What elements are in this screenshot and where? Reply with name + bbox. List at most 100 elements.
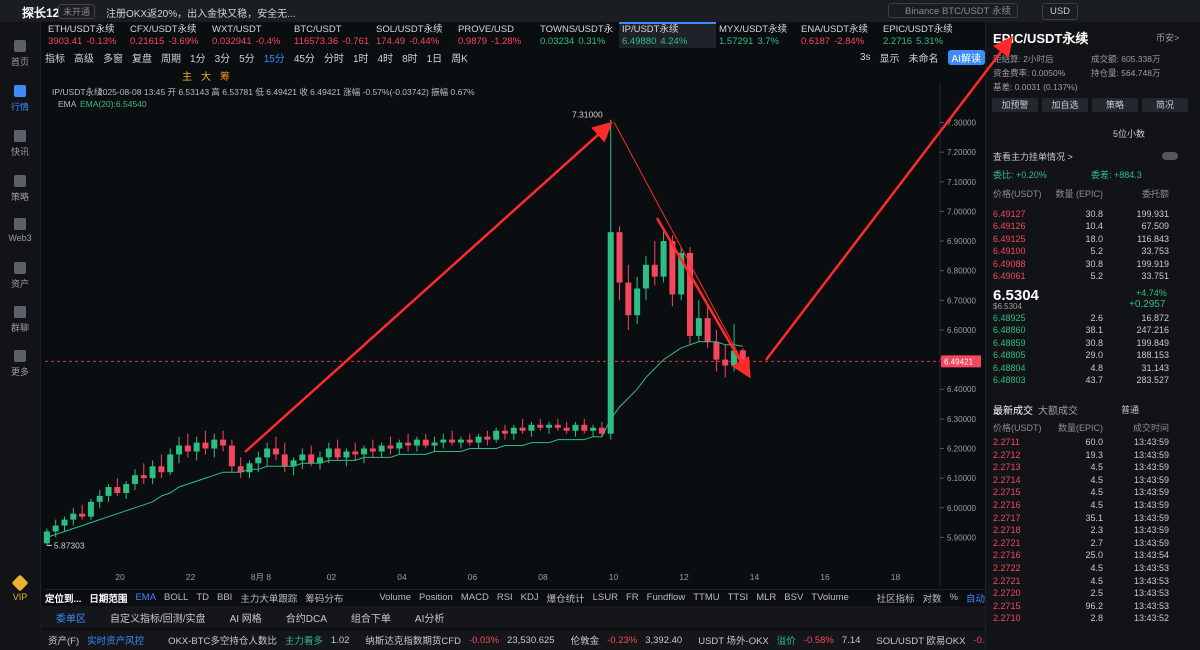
period-button[interactable]: 1时 [352,53,369,65]
sidebar-item[interactable]: 群聊 [0,306,40,334]
panel-button[interactable]: 加自选 [1042,98,1088,112]
trade-tab[interactable]: 最新成交 [993,406,1033,417]
toolbar-button[interactable]: 3s [859,51,871,63]
ticker[interactable]: IP/USDT永续 6.49880 4.24% [619,22,716,48]
logo[interactable]: 探长12 [22,6,60,20]
indicator-option[interactable]: 自动 [965,593,985,605]
sub-indicator[interactable]: KDJ [520,592,539,603]
period-button[interactable]: 15分 [263,53,285,65]
ticker[interactable]: PROVE/USD 0.9879 -1.28% [455,22,537,48]
period-button[interactable]: 5分 [239,53,255,65]
bottom-tab[interactable]: 合约DCA [285,613,327,625]
sidebar-item[interactable]: 行情 [0,85,40,113]
exchange[interactable]: 币安> [1156,33,1180,43]
indicator-option[interactable]: % [949,592,958,603]
ticker[interactable]: WXT/USDT 0.032941 -0.4% [209,22,291,48]
assets[interactable]: 资产(F) [48,636,80,647]
x-tick-label: 18 [891,572,901,582]
cell: 2.6 [1090,313,1103,323]
table-header: 价格(USDT) 数量(EPIC) 成交时间 [993,422,1169,434]
sub-indicator[interactable]: Volume [379,592,412,603]
sub-indicator[interactable]: FR [625,592,639,603]
toolbar-button[interactable]: 未命名 [908,53,939,65]
main-indicator[interactable]: EMA [135,592,157,603]
sub-indicator[interactable]: MLR [756,592,777,603]
notice[interactable]: 注册OKX返20%，出入金快又稳，安全无... [106,9,296,20]
panel-button[interactable]: 简况 [1142,98,1188,112]
toolbar-button[interactable]: AI解读 [947,49,985,65]
sub-indicator[interactable]: RSI [496,592,513,603]
bottom-tab[interactable]: 委单区 [56,613,86,625]
bottom-tab[interactable]: AI 网格 [229,613,262,625]
sidebar-item[interactable]: 策略 [0,175,40,203]
y-tick-label: 6.70000 [947,296,976,305]
period-button[interactable]: 45分 [293,53,315,65]
risk-control[interactable]: 实时资产风控 [87,636,145,647]
ticker[interactable]: CFX/USDT永续 0.21615 -3.69% [127,22,209,48]
ticker[interactable]: MYX/USDT永续 1.57291 3.7% [716,22,798,48]
period-button[interactable]: 3分 [214,53,231,65]
ticker[interactable]: EPIC/USDT永续 2.2716 5.31% [880,22,962,48]
cell: 2.2717 [993,512,1021,523]
sidebar-item[interactable]: 更多 [0,350,40,378]
sub-indicator[interactable]: TVolume [811,592,849,603]
period-button[interactable]: 周K [451,53,468,65]
indicator-option[interactable]: 对数 [922,593,942,605]
sub-indicator[interactable]: TTMU [693,592,720,603]
sidebar-item[interactable]: Web3 [0,218,40,243]
toolbar-button[interactable]: 复盘 [132,53,152,65]
depth-link[interactable]: 查看主力挂单情况 > [993,152,1073,162]
bottom-tab[interactable]: AI分析 [414,613,445,625]
draw-button[interactable]: 主 [182,71,192,83]
main-indicator[interactable]: 主力大单跟踪 [240,593,298,605]
ticker[interactable]: BTC/USDT 116573.36 -0.761 [291,22,373,48]
main-indicator[interactable]: TD [196,592,209,603]
sidebar-item[interactable]: VIP [0,574,40,602]
sub-indicator[interactable]: LSUR [592,592,618,603]
sub-indicator[interactable]: Position [419,592,453,603]
trade-tab[interactable]: 大额成交 [1038,406,1078,417]
ticker[interactable]: SOL/USDT永续 174.49 -0.44% [373,22,455,48]
indicator-tool[interactable]: 定位到... [45,593,82,605]
y-tick-label: 6.20000 [947,445,976,454]
toolbar-button[interactable]: 多窗 [103,53,123,65]
draw-button[interactable]: 大 [201,71,211,83]
ticker[interactable]: ETH/USDT永续 3903.41 -0.13% [45,22,127,48]
toolbar-button[interactable]: 周期 [161,53,181,65]
toolbar-button[interactable]: 高级 [74,53,94,65]
toolbar-button[interactable]: 显示 [879,53,900,65]
indicator-option[interactable]: 社区指标 [876,593,915,605]
sub-indicator[interactable]: BSV [784,592,804,603]
table-header: 价格(USDT) 数量 (EPIC) 委托额 [993,188,1169,200]
candle-body [176,445,183,455]
normal-filter[interactable]: 普通 [1121,405,1140,415]
draw-button[interactable]: 筹 [220,71,230,83]
main-indicator[interactable]: BBI [217,592,233,603]
toggle[interactable] [1162,152,1178,160]
main-indicator[interactable]: BOLL [164,592,189,603]
period-button[interactable]: 4时 [377,53,394,65]
sidebar-item[interactable]: 快讯 [0,130,40,158]
sidebar-item[interactable]: 首页 [0,40,40,68]
period-button[interactable]: 1日 [426,53,443,65]
sidebar-item[interactable]: 资产 [0,262,40,290]
sub-indicator[interactable]: Fundflow [646,592,686,603]
indicator-tool[interactable]: 日期范围 [89,593,128,605]
sub-indicator[interactable]: MACD [460,592,489,603]
bottom-tab[interactable]: 自定义指标/回测/实盘 [110,613,206,625]
period-button[interactable]: 分时 [323,53,344,65]
search-box[interactable]: Binance BTC/USDT 永续 [888,3,1018,18]
period-button[interactable]: 1分 [190,53,206,65]
ticker[interactable]: ENA/USDT永续 0.6187 -2.84% [798,22,880,48]
decimals[interactable]: 5位小数 [1113,129,1146,139]
panel-button[interactable]: 策略 [1092,98,1138,112]
ticker[interactable]: TOWNS/USDT永 0.03234 0.31% [537,22,619,48]
toolbar-button[interactable]: 指标 [45,53,65,65]
sub-indicator[interactable]: TTSI [727,592,749,603]
sub-indicator[interactable]: 爆仓统计 [546,593,585,605]
main-indicator[interactable]: 筹码分布 [305,593,344,605]
period-button[interactable]: 8时 [402,53,418,65]
bottom-tab[interactable]: 组合下单 [350,613,391,625]
panel-button[interactable]: 加预警 [992,98,1038,112]
currency-select[interactable]: USD [1042,3,1078,20]
